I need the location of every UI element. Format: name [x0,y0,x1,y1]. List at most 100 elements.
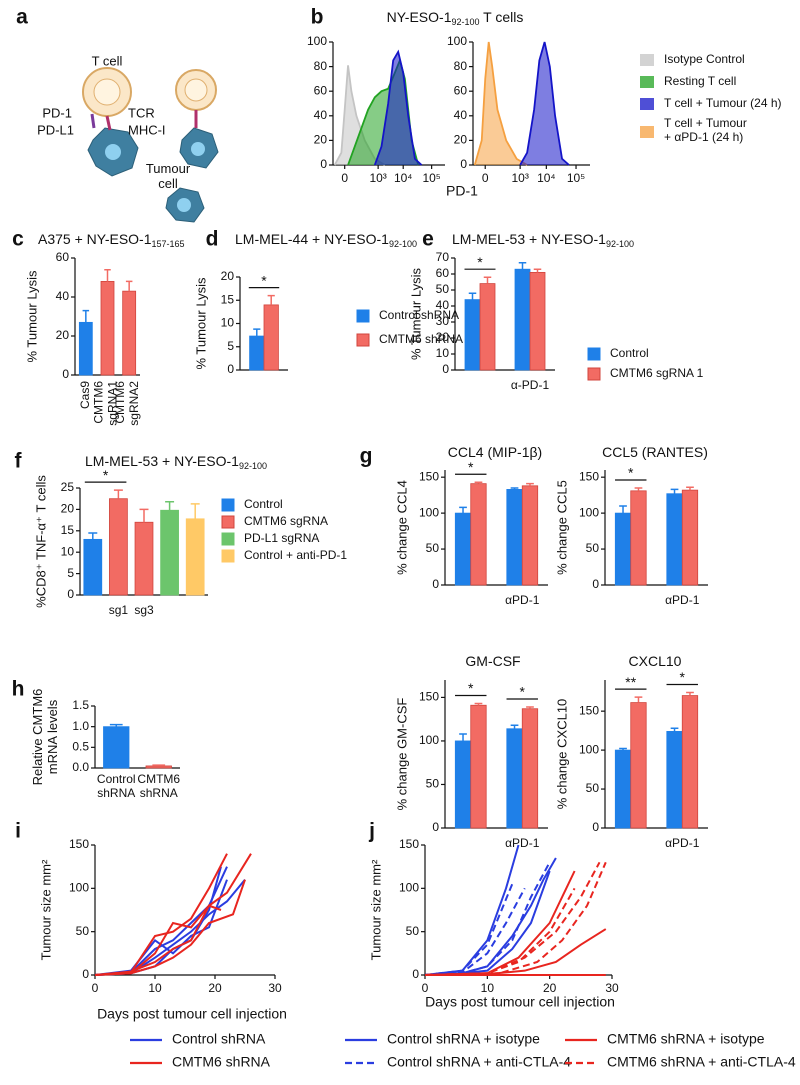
legend-label: CMTM6 shRNA [172,1054,271,1070]
chart-title: LM-MEL-53 + NY-ESO-192-100 [85,453,267,472]
error-bar [510,724,519,729]
legend-label: Control [244,497,283,511]
y-tick-label: 150 [419,469,439,483]
x-tick-label: αPD-1 [505,836,540,850]
y-tick-label: 5 [67,566,74,580]
x-tick-label: α-PD-1 [511,378,550,392]
y-tick-label: 40 [314,108,328,122]
y-tick-label: 100 [447,34,467,48]
y-tick-label: 0 [432,577,439,591]
legend-swatch [587,367,601,381]
growth-line [424,861,551,976]
y-tick-label: 60 [314,83,328,97]
y-tick-label: 1.5 [72,698,89,712]
nucleus [105,144,121,160]
panel-label: e [422,228,434,251]
bar [134,521,154,596]
error-bar [619,505,627,514]
bar [100,280,115,376]
density-curve [373,49,423,166]
panel-label: j [368,820,375,843]
title-part: A375 + NY-ESO-1 [38,231,152,247]
error-bar [253,328,261,337]
error-bar [518,262,527,270]
y-tick-label: 0 [320,157,327,171]
x-tick-label: 20 [543,981,557,995]
x-tick-label: CMTM6 shRNA [137,773,181,800]
chart-title: CXCL10 [629,653,682,669]
y-tick-label: 30 [436,314,450,328]
x-tick-label: 20 [208,981,222,995]
chart-title: CCL5 (RANTES) [602,444,708,460]
chart-title: CCL4 (MIP-1β) [448,444,542,460]
x-tick-label: 0 [422,981,429,995]
y-tick-label: 70 [436,250,450,264]
density-curve [519,41,570,166]
cell-label: Tumour cell [145,162,191,191]
legend-swatch [221,498,235,512]
bar [681,695,699,829]
density-curve [473,41,528,166]
bar [263,304,279,371]
x-tick-label: αPD-1 [665,836,700,850]
legend-label: CMTM6 shRNA + anti-CTLA-4 [607,1054,796,1070]
significance-label: * [520,684,526,700]
y-tick-label: 50 [426,777,440,791]
error-bar [152,764,166,766]
error-bar [510,487,519,490]
growth-line [424,861,601,976]
legend-label: Isotype Control [664,52,745,66]
x-tick-label: 10 [481,981,495,995]
bar [614,749,632,829]
significance-label: * [477,254,483,270]
y-tick-label: 20 [454,133,468,147]
y-tick-label: 10 [221,316,235,330]
x-axis-label: Days post tumour cell injection [425,994,615,1010]
panel-label: h [12,678,25,701]
y-axis-label: % change CCL4 [394,480,409,575]
y-tick-label: 100 [579,742,599,756]
legend-label: Control [610,346,649,360]
x-tick-label: αPD-1 [665,593,700,607]
title-part: 92-100 [389,239,417,249]
y-tick-label: 150 [419,690,439,704]
legend-label: Control shRNA + isotype [387,1031,540,1047]
significance-label: ** [625,674,636,690]
y-tick-label: 0 [460,157,467,171]
growth-line [424,861,607,976]
bar [454,512,472,586]
legend-swatch [221,532,235,546]
error-bar [686,691,694,696]
y-tick-label: 60 [454,83,468,97]
y-tick-label: 50 [76,924,90,938]
title-part: T cells [480,9,524,25]
growth-line [424,857,557,976]
bar [479,283,496,371]
x-tick-label: 10⁴ [394,171,413,185]
label-box: Tumour cell [145,162,191,191]
legend-label: CMTM6 shRNA [379,332,463,346]
y-tick-label: 50 [586,541,600,555]
chart-title: GM-CSF [465,653,520,669]
error-bar [474,481,483,484]
legend-swatch [356,309,370,323]
legend-swatch [640,98,654,110]
title-part: LM-MEL-53 + NY-ESO-1 [452,231,606,247]
y-tick-label: 25 [61,480,75,494]
nucleus [93,78,121,106]
error-bar [526,706,534,709]
error-bar [125,280,133,292]
y-tick-label: 0 [442,362,449,376]
y-tick-label: 100 [399,881,419,895]
y-axis-label: %CD8⁺ TNF-α⁺ T cells [33,475,48,608]
nucleus [177,198,191,212]
significance-label: * [468,459,474,475]
label-box: Control shRNA [97,773,136,800]
error-bar [686,486,694,491]
pd-1 [90,113,96,129]
y-tick-label: 100 [579,505,599,519]
error-bar [634,696,643,703]
y-tick-label: 20 [56,328,70,342]
growth-line [424,870,551,976]
diagram [82,67,219,223]
